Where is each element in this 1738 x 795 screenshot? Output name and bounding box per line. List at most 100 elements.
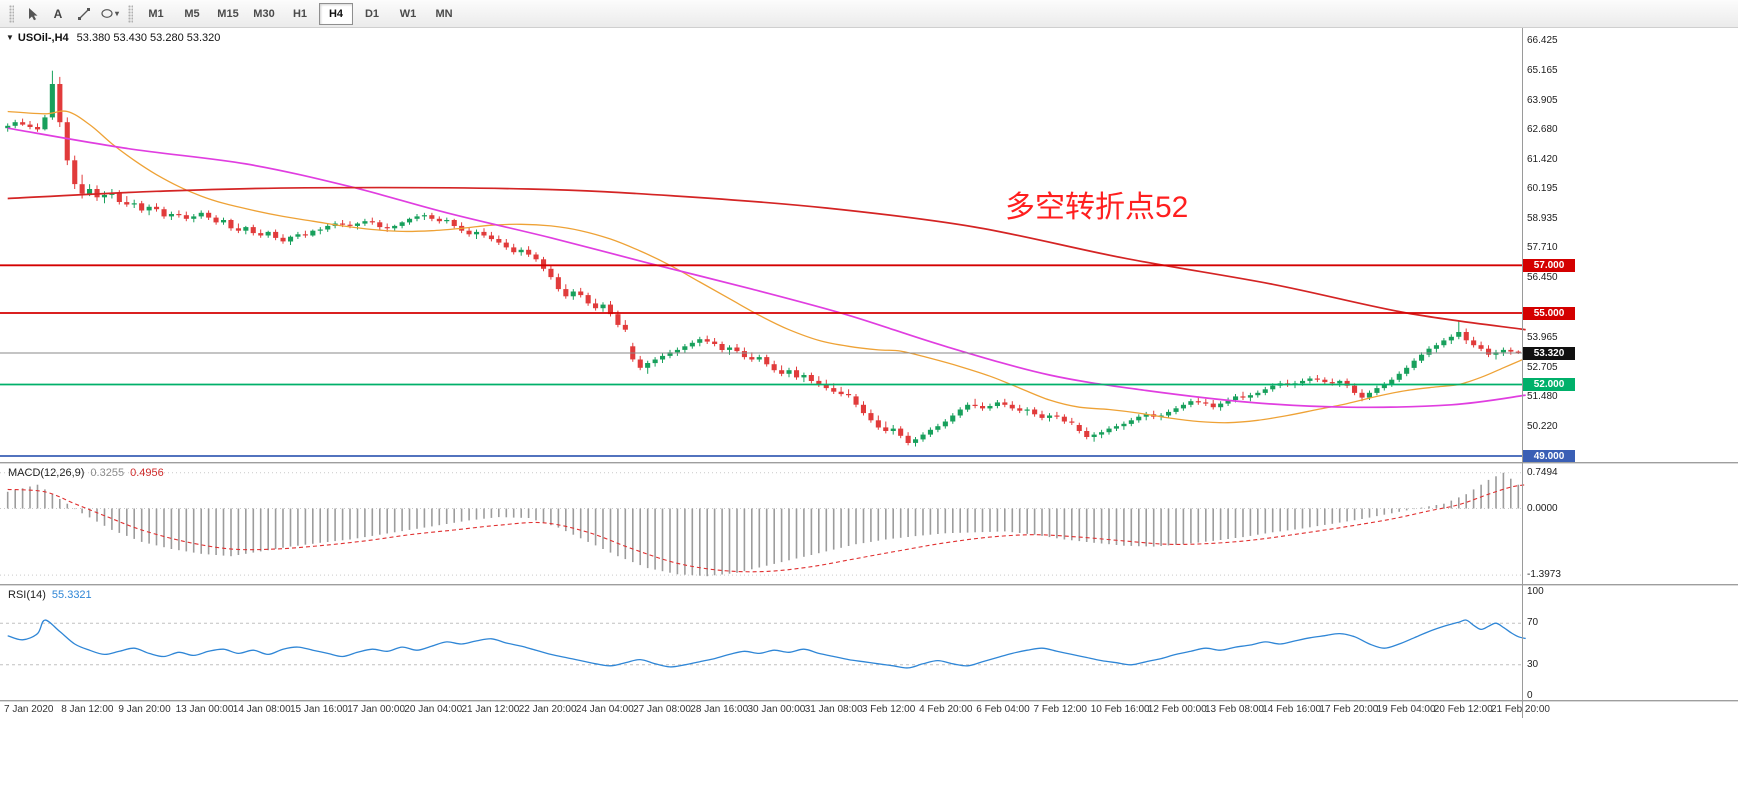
time-label: 4 Feb 20:00 <box>919 704 973 715</box>
rsi-axis-label: 70 <box>1527 617 1539 629</box>
ma-slow-red <box>7 186 1526 331</box>
price-level-badge: 57.000 <box>1523 258 1575 272</box>
chart-annotation: 多空转折点52 <box>1005 191 1189 224</box>
ma-fast-orange <box>7 110 1526 424</box>
time-label: 9 Jan 20:00 <box>118 704 171 715</box>
time-label: 13 Jan 00:00 <box>175 704 234 715</box>
macd-axis-label: -1.3973 <box>1527 569 1561 581</box>
time-label: 15 Jan 16:00 <box>290 704 348 715</box>
panel-splitter-1[interactable] <box>0 462 1738 464</box>
time-label: 10 Feb 16:00 <box>1090 704 1150 715</box>
time-label: 12 Feb 00:00 <box>1147 704 1207 715</box>
timeframe-d1[interactable]: D1 <box>364 7 380 20</box>
timeframe-h4[interactable]: H4 <box>319 2 353 25</box>
symbol-title: USOil-,H4 <box>17 32 69 44</box>
time-label: 17 Feb 20:00 <box>1319 704 1379 715</box>
symbol-quote: 53.380 53.430 53.280 53.320 <box>76 32 221 44</box>
rsi-axis-label: 0 <box>1527 690 1533 701</box>
price-axis-label: 52.705 <box>1527 361 1558 373</box>
price-chart-panel[interactable]: ▼ USOil-,H4 53.380 53.430 53.280 53.320 多空… <box>0 28 1738 463</box>
symbol-info: ▼ USOil-,H4 53.380 53.430 53.280 53.320 <box>6 32 220 44</box>
macd-histogram <box>6 472 1520 577</box>
timeframe-m5[interactable]: M5 <box>184 7 200 20</box>
axis-border <box>1522 28 1523 718</box>
macd-name: MACD(12,26,9) <box>8 467 85 479</box>
macd-axis-label: 0.7494 <box>1527 466 1558 478</box>
price-axis-label: 65.165 <box>1527 64 1558 76</box>
price-axis-label: 51.480 <box>1527 390 1558 402</box>
price-axis-label: 62.680 <box>1527 123 1558 135</box>
macd-signal-line <box>7 484 1526 573</box>
time-label: 20 Jan 04:00 <box>404 704 463 715</box>
ma-mid-magenta <box>7 127 1526 409</box>
timeframe-h1[interactable]: H1 <box>292 7 308 20</box>
time-axis: 7 Jan 2020 8 Jan 12:00 9 Jan 20:00 13 Jan 0… <box>0 702 1738 718</box>
panel-splitter-3[interactable] <box>0 700 1738 702</box>
price-axis-label: 60.195 <box>1527 183 1558 195</box>
time-label: 21 Feb 20:00 <box>1491 704 1550 715</box>
price-axis-label: 63.905 <box>1527 94 1558 106</box>
time-label: 7 Jan 2020 <box>4 704 54 715</box>
toolbar-grip[interactable] <box>128 4 133 23</box>
price-level-badge: 49.000 <box>1523 449 1575 463</box>
macd-axis-label: 0.0000 <box>1527 502 1558 514</box>
macd-chart <box>0 472 1526 577</box>
rsi-label: RSI(14) 55.3321 <box>8 589 92 601</box>
time-label: 14 Jan 08:00 <box>232 704 291 715</box>
rsi-value: 55.3321 <box>51 589 92 601</box>
time-label: 8 Jan 12:00 <box>61 704 114 715</box>
timeframe-m1[interactable]: M1 <box>148 7 164 20</box>
toolbar: A ▾ M1 M5 M15 M30 H1 H4 D1 W1 MN <box>0 0 1738 28</box>
price-chart <box>0 70 1526 457</box>
rsi-panel[interactable]: RSI(14) 55.3321 100 70 30 0 <box>0 586 1738 701</box>
cursor-tool[interactable] <box>19 2 45 26</box>
timeframe-m15[interactable]: M15 <box>217 7 239 20</box>
dropdown-caret-icon: ▾ <box>114 9 119 18</box>
rsi-name: RSI(14) <box>8 589 46 601</box>
trendline-tool[interactable] <box>71 2 97 26</box>
time-label: 3 Feb 12:00 <box>861 704 916 715</box>
time-label: 19 Feb 04:00 <box>1376 704 1436 715</box>
macd-value-main: 0.3255 <box>90 467 125 479</box>
time-label: 14 Feb 16:00 <box>1262 704 1322 715</box>
time-label: 31 Jan 08:00 <box>804 704 863 715</box>
time-label: 24 Jan 04:00 <box>575 704 634 715</box>
timeframe-m30[interactable]: M30 <box>253 7 275 20</box>
price-axis-label: 56.450 <box>1527 272 1558 284</box>
toolbar-grip[interactable] <box>9 4 14 23</box>
time-label: 27 Jan 08:00 <box>633 704 691 715</box>
time-label: 13 Feb 08:00 <box>1205 704 1264 715</box>
rsi-axis-label: 100 <box>1527 586 1544 597</box>
time-label: 6 Feb 04:00 <box>976 704 1030 715</box>
timeframe-w1[interactable]: W1 <box>399 7 417 20</box>
rsi-line <box>7 619 1526 669</box>
macd-panel[interactable]: MACD(12,26,9) 0.3255 0.4956 0.7494 0.0000 -1… <box>0 464 1738 584</box>
time-label: 30 Jan 00:00 <box>747 704 806 715</box>
price-axis-label: 61.420 <box>1527 153 1558 165</box>
price-axis-label: 57.710 <box>1527 242 1558 254</box>
rsi-chart <box>0 619 1526 669</box>
time-label: 21 Jan 12:00 <box>461 704 520 715</box>
price-axis-label: 58.935 <box>1527 213 1558 225</box>
time-label: 17 Jan 00:00 <box>347 704 406 715</box>
price-axis-label: 53.965 <box>1527 331 1558 343</box>
time-label: 22 Jan 20:00 <box>518 704 577 715</box>
time-label: 20 Feb 12:00 <box>1433 704 1493 715</box>
shapes-tool[interactable]: ▾ <box>97 2 123 26</box>
macd-value-signal: 0.4956 <box>130 467 164 479</box>
time-label: 7 Feb 12:00 <box>1033 704 1087 715</box>
price-axis-label: 50.220 <box>1527 420 1558 432</box>
price-level-badge: 55.000 <box>1523 306 1575 320</box>
price-axis-label: 66.425 <box>1527 34 1558 46</box>
panel-splitter-2[interactable] <box>0 584 1738 586</box>
chart-menu-icon[interactable]: ▼ <box>6 33 14 42</box>
current-price-badge: 53.320 <box>1523 346 1575 360</box>
candles <box>5 70 1521 447</box>
timeframe-mn[interactable]: MN <box>435 7 453 20</box>
price-level-badge: 52.000 <box>1523 378 1575 391</box>
macd-label: MACD(12,26,9) 0.3255 0.4956 <box>8 467 164 479</box>
rsi-axis-label: 30 <box>1527 658 1539 670</box>
text-tool[interactable]: A <box>53 6 63 21</box>
time-label: 28 Jan 16:00 <box>690 704 749 715</box>
